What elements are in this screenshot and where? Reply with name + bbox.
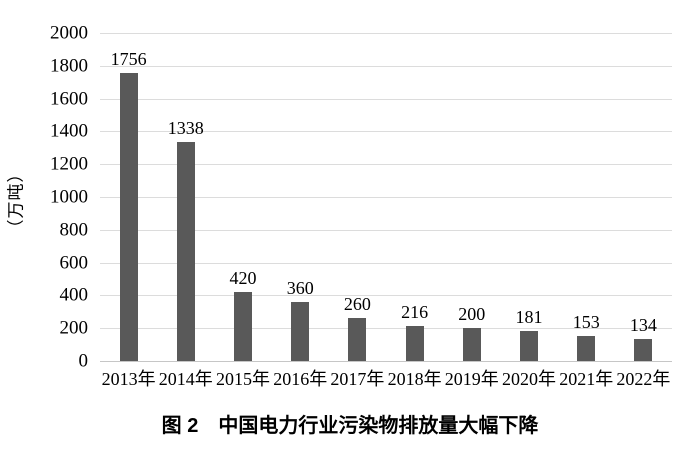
y-tick-label: 200 <box>59 317 89 339</box>
bar-value-label: 1338 <box>167 117 204 138</box>
bar-value-label: 134 <box>629 315 657 336</box>
gridline <box>100 33 672 34</box>
gridline <box>100 262 672 264</box>
gridline <box>100 295 672 297</box>
bar <box>176 141 195 361</box>
y-tick-label: 1000 <box>50 186 88 208</box>
y-tick-label: 400 <box>59 284 89 306</box>
y-tick-label: 800 <box>59 219 89 241</box>
x-tick-label: 2018年 <box>387 369 442 389</box>
y-tick-label: 600 <box>59 252 89 274</box>
bar-value-label: 420 <box>229 268 257 289</box>
gridline <box>100 164 672 166</box>
gridline <box>100 131 672 133</box>
bar <box>348 318 367 361</box>
gridline <box>100 197 672 198</box>
bar <box>291 301 310 361</box>
bar-value-label: 200 <box>458 304 486 325</box>
x-tick-label: 2015年 <box>216 369 270 389</box>
bar <box>577 335 596 361</box>
y-tick-label: 0 <box>78 350 89 372</box>
bar-value-label: 153 <box>572 311 600 332</box>
gridline <box>100 229 672 231</box>
bar-value-label: 260 <box>343 294 371 315</box>
y-tick-label: 1800 <box>50 55 88 77</box>
x-tick-label: 2014年 <box>158 369 213 389</box>
x-tick-label: 2022年 <box>616 369 671 389</box>
bar <box>634 339 653 361</box>
gridline <box>100 65 672 67</box>
x-tick-label: 2020年 <box>502 369 556 389</box>
bar <box>234 292 252 361</box>
bar-value-label: 360 <box>286 277 314 298</box>
gridline <box>100 98 672 100</box>
x-tick-label: 2017年 <box>330 369 385 389</box>
chart-caption: 图 2 中国电力行业污染物排放量大幅下降 <box>161 415 539 437</box>
bar-value-label: 216 <box>401 301 429 322</box>
x-tick-label: 2021年 <box>559 369 614 389</box>
x-tick-label: 2013年 <box>101 369 156 389</box>
gridline <box>100 328 672 330</box>
bar <box>462 328 481 361</box>
x-tick-label: 2019年 <box>444 369 499 389</box>
bar-value-label: 1756 <box>110 49 147 70</box>
x-axis-line <box>100 361 672 362</box>
y-tick-label: 2000 <box>50 22 88 44</box>
y-tick-label: 1200 <box>50 153 88 175</box>
y-tick-label: 1400 <box>50 120 88 142</box>
x-tick-label: 2016年 <box>273 369 328 389</box>
bar <box>520 331 538 361</box>
bar <box>119 73 138 361</box>
bar <box>405 325 424 361</box>
plot-area <box>100 33 672 361</box>
y-tick-label: 1600 <box>50 88 88 110</box>
bar-value-label: 181 <box>515 307 543 328</box>
